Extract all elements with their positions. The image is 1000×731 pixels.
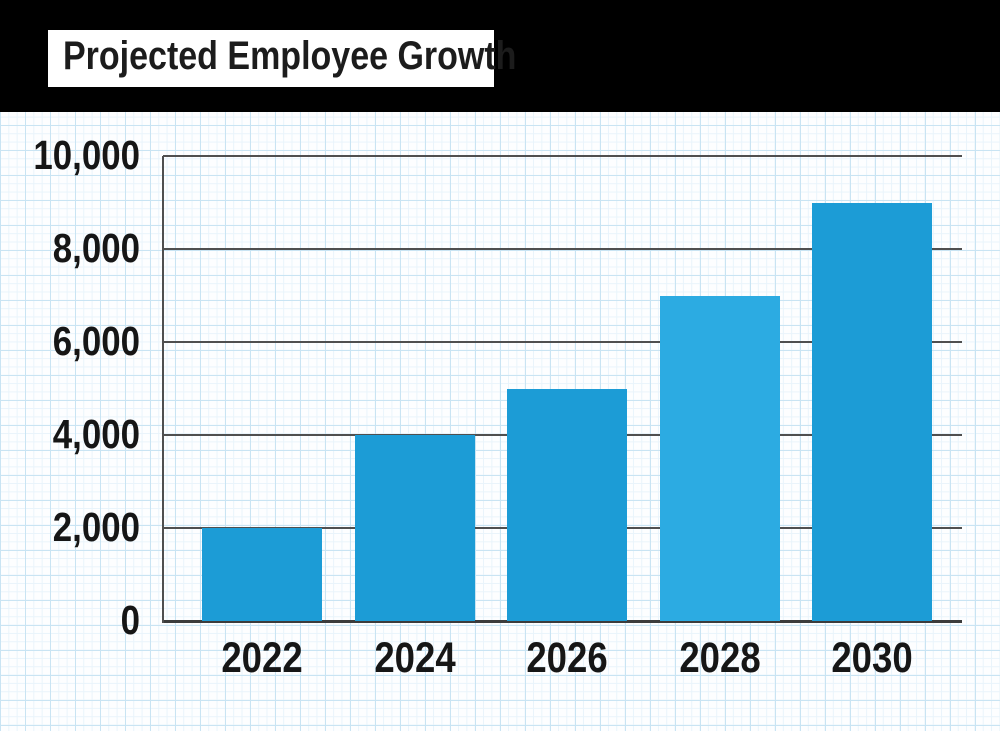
x-axis-line xyxy=(162,620,962,623)
bar-2026 xyxy=(507,388,627,621)
bar-2028 xyxy=(659,295,780,621)
y-axis-line xyxy=(162,156,164,623)
x-tick-label: 2024 xyxy=(373,634,456,682)
x-tick-label: 2030 xyxy=(831,634,913,682)
y-tick-label: 4,000 xyxy=(52,411,141,457)
y-tick-label: 10,000 xyxy=(33,132,140,178)
gridline-8000 xyxy=(163,248,962,250)
gridline-6000 xyxy=(163,341,962,343)
title-plate: Projected Employee Growth xyxy=(48,30,516,87)
x-tick-label: 2028 xyxy=(678,634,761,682)
header-band: Projected Employee Growth xyxy=(0,0,1000,112)
chart-title: Projected Employee Growth xyxy=(63,34,517,78)
bar-2024 xyxy=(354,435,475,621)
x-tick-label: 2022 xyxy=(221,634,303,682)
y-tick-label: 0 xyxy=(120,597,140,643)
x-tick-label: 2026 xyxy=(526,634,608,682)
y-tick-label: 6,000 xyxy=(52,318,141,364)
bar-2030 xyxy=(812,202,932,621)
y-tick-label: 2,000 xyxy=(52,504,141,550)
gridline-10000 xyxy=(163,155,962,157)
y-tick-label: 8,000 xyxy=(52,225,141,271)
bar-2022 xyxy=(202,528,322,621)
